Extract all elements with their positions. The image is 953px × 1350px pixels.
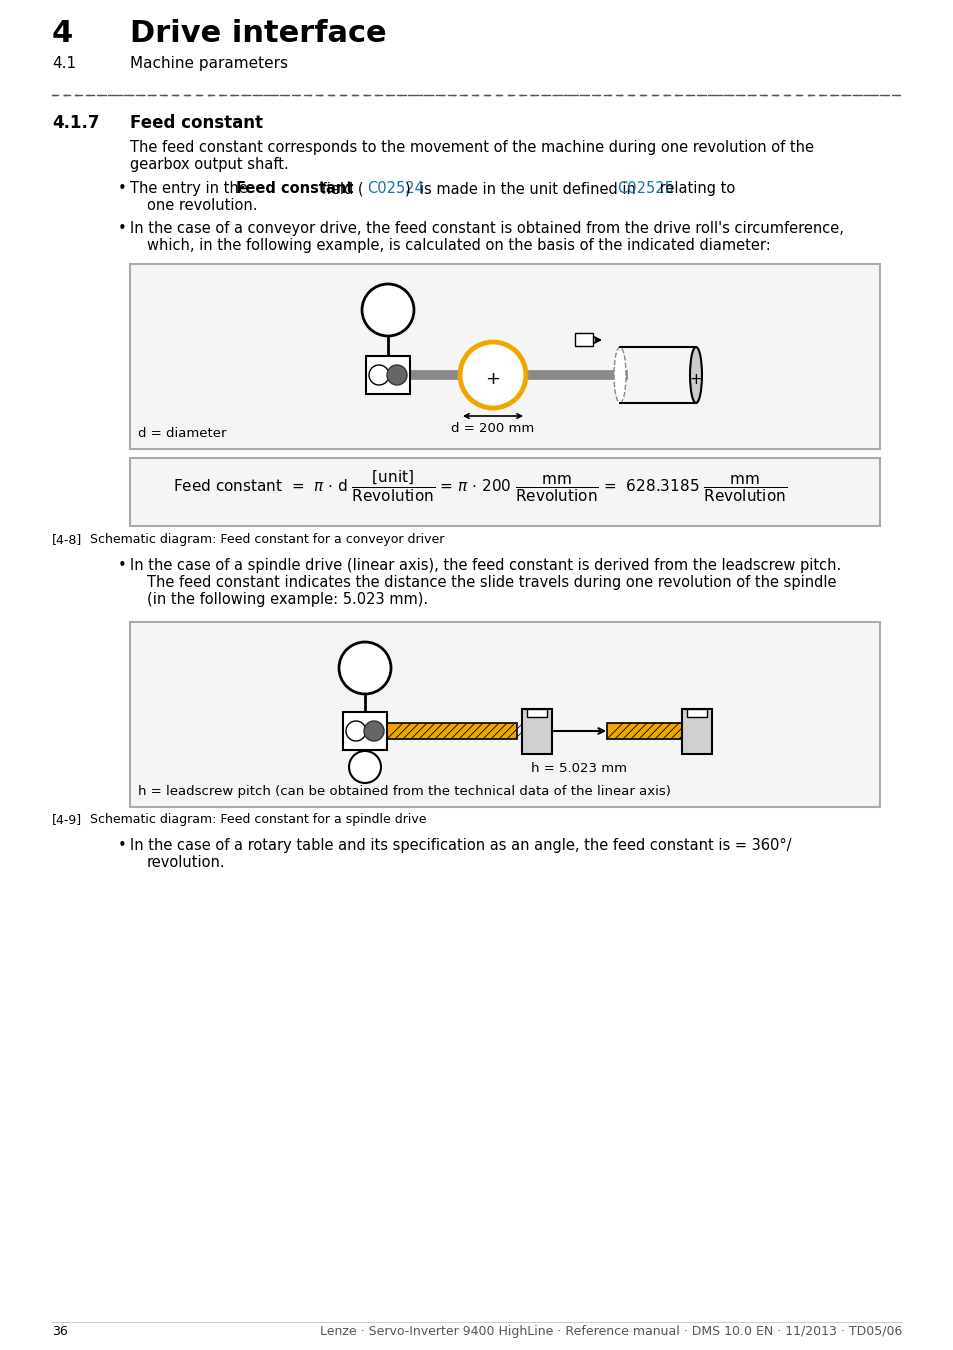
Text: Lenze · Servo-Inverter 9400 HighLine · Reference manual · DMS 10.0 EN · 11/2013 : Lenze · Servo-Inverter 9400 HighLine · R… [319, 1324, 901, 1338]
Circle shape [387, 364, 407, 385]
Text: The feed constant indicates the distance the slide travels during one revolution: The feed constant indicates the distance… [147, 575, 836, 590]
Text: •: • [118, 558, 127, 572]
Bar [130, 622, 879, 807]
Bar [387, 724, 517, 738]
Text: +: + [689, 371, 701, 386]
Text: d = 200 mm: d = 200 mm [451, 423, 534, 435]
Circle shape [349, 751, 380, 783]
Text: +: + [485, 370, 500, 387]
Text: In the case of a spindle drive (linear axis), the feed constant is derived from : In the case of a spindle drive (linear a… [130, 558, 841, 572]
Text: •: • [118, 221, 127, 236]
Text: M: M [378, 305, 397, 324]
Text: Schematic diagram: Feed constant for a conveyor driver: Schematic diagram: Feed constant for a c… [90, 533, 444, 545]
Bar [526, 709, 546, 717]
Bar [606, 724, 681, 738]
Text: [4-8]: [4-8] [52, 533, 82, 545]
Circle shape [369, 364, 389, 385]
Text: Schematic diagram: Feed constant for a spindle drive: Schematic diagram: Feed constant for a s… [90, 813, 426, 826]
Text: revolution.: revolution. [147, 855, 226, 869]
Bar [521, 709, 552, 755]
Circle shape [346, 721, 366, 741]
Circle shape [361, 284, 414, 336]
Text: C02524: C02524 [367, 181, 424, 196]
Text: Feed constant: Feed constant [130, 113, 263, 132]
Text: 4: 4 [52, 19, 73, 49]
Text: 36: 36 [52, 1324, 68, 1338]
Text: M: M [355, 663, 375, 683]
Text: Feed constant  =  $\pi$ $\cdot$ d $\dfrac{\mathrm{[unit]}}{\mathrm{Revolution}}$: Feed constant = $\pi$ $\cdot$ d $\dfrac{… [172, 468, 786, 504]
Ellipse shape [689, 347, 701, 404]
Text: relating to: relating to [654, 181, 734, 196]
Text: gearbox output shaft.: gearbox output shaft. [130, 157, 289, 171]
Text: Feed constant: Feed constant [236, 181, 354, 196]
Text: In the case of a rotary table and its specification as an angle, the feed consta: In the case of a rotary table and its sp… [130, 838, 791, 853]
Text: C02525: C02525 [617, 181, 674, 196]
Text: h = 5.023 mm: h = 5.023 mm [531, 761, 626, 775]
Bar [343, 711, 387, 751]
Circle shape [459, 342, 525, 408]
Bar [130, 265, 879, 450]
Text: The feed constant corresponds to the movement of the machine during one revoluti: The feed constant corresponds to the mov… [130, 140, 813, 155]
Text: The entry in the: The entry in the [130, 181, 253, 196]
Bar [575, 333, 593, 346]
Text: one revolution.: one revolution. [147, 198, 257, 213]
Bar [366, 356, 410, 394]
Bar [387, 724, 517, 738]
Text: •: • [118, 181, 127, 196]
Text: 4.1: 4.1 [52, 55, 76, 72]
Bar [606, 724, 681, 738]
Text: [4-9]: [4-9] [52, 813, 82, 826]
Text: field (: field ( [317, 181, 364, 196]
Bar [681, 709, 711, 755]
Bar [686, 709, 706, 717]
Text: d = diameter: d = diameter [138, 427, 226, 440]
Text: which, in the following example, is calculated on the basis of the indicated dia: which, in the following example, is calc… [147, 238, 770, 252]
Text: In the case of a conveyor drive, the feed constant is obtained from the drive ro: In the case of a conveyor drive, the fee… [130, 221, 843, 236]
Circle shape [338, 643, 391, 694]
Text: h = leadscrew pitch (can be obtained from the technical data of the linear axis): h = leadscrew pitch (can be obtained fro… [138, 784, 670, 798]
Text: )  is made in the unit defined in: ) is made in the unit defined in [404, 181, 639, 196]
Bar [130, 458, 879, 526]
Text: •: • [118, 838, 127, 853]
Ellipse shape [614, 347, 625, 404]
Text: 4.1.7: 4.1.7 [52, 113, 99, 132]
Text: Machine parameters: Machine parameters [130, 55, 288, 72]
Circle shape [364, 721, 384, 741]
Text: (in the following example: 5.023 mm).: (in the following example: 5.023 mm). [147, 593, 428, 608]
Text: Drive interface: Drive interface [130, 19, 386, 49]
